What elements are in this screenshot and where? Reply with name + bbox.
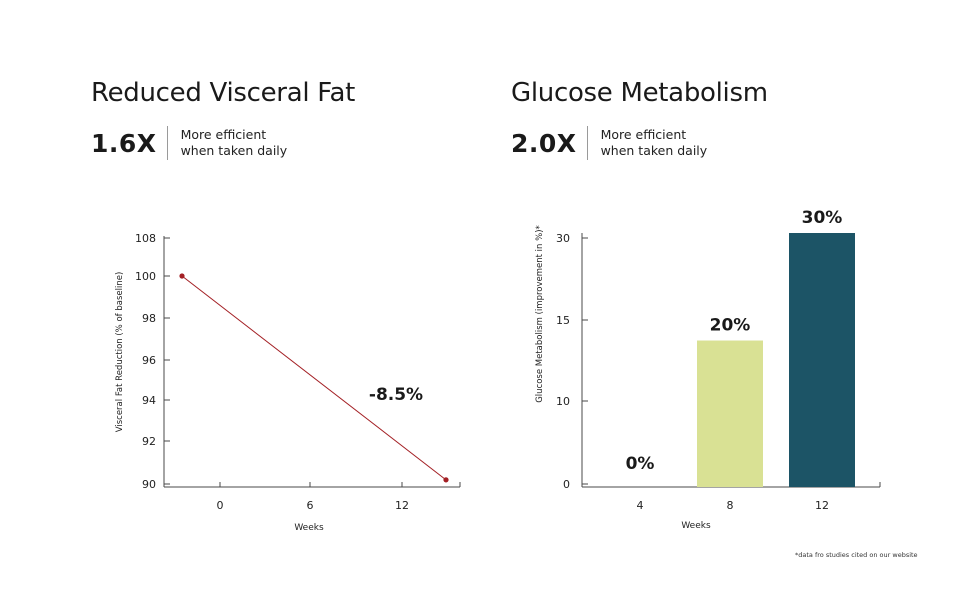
stat-divider <box>586 126 588 160</box>
bar-data-label: 0% <box>626 454 655 474</box>
glucose-stat: 2.0X More efficient when taken daily <box>511 126 707 160</box>
y-tick-label: 108 <box>135 232 156 245</box>
x-tick-label: 12 <box>395 499 409 512</box>
bar-x-tick-label: 8 <box>727 499 734 512</box>
y-tick-label: 96 <box>142 354 156 367</box>
data-point-end <box>443 477 449 483</box>
stat-description-line1: More efficient <box>600 127 687 142</box>
glucose-stat-description: More efficient when taken daily <box>601 127 708 159</box>
stat-description-line1: More efficient <box>180 127 267 142</box>
x-tick-label: 6 <box>307 499 314 512</box>
bar-y-axis-title: Glucose Metabolism (improvement in %)* <box>535 225 545 403</box>
y-tick-label: 90 <box>142 478 156 491</box>
visceral-fat-title: Reduced Visceral Fat <box>91 78 356 108</box>
bar-x-axis-title: Weeks <box>681 521 711 531</box>
y-tick-label: 94 <box>142 394 156 407</box>
y-tick-label: 92 <box>142 435 156 448</box>
bar-x-tick-label: 12 <box>815 499 829 512</box>
bar-week-12 <box>789 233 855 487</box>
x-axis-title: Weeks <box>294 523 324 533</box>
visceral-fat-stat-value: 1.6X <box>91 128 157 158</box>
visceral-fat-series-line <box>181 275 447 481</box>
bar-y-tick-label: 0 <box>563 478 570 491</box>
bar-y-tick-label: 30 <box>556 232 570 245</box>
x-tick-label: 0 <box>217 499 224 512</box>
bar-y-tick-label: 15 <box>556 314 570 327</box>
bar-y-tick-label: 10 <box>556 395 570 408</box>
stat-description-line2: when taken daily <box>600 143 708 158</box>
visceral-fat-stat: 1.6X More efficient when taken daily <box>91 126 287 160</box>
stat-divider <box>166 126 168 160</box>
data-point-start <box>179 273 185 279</box>
glucose-title: Glucose Metabolism <box>511 78 768 108</box>
bar-x-tick-label: 4 <box>637 499 644 512</box>
y-tick-label: 100 <box>135 270 156 283</box>
bar-data-label: 20% <box>710 316 751 336</box>
change-annotation: -8.5% <box>369 385 423 405</box>
bar-week-8 <box>697 340 763 487</box>
bar-data-label: 30% <box>802 208 843 228</box>
footnote: *data fro studies cited on our website <box>795 551 918 559</box>
visceral-fat-stat-description: More efficient when taken daily <box>181 127 288 159</box>
y-axis-title: Visceral Fat Reduction (% of baseline) <box>115 272 125 433</box>
stat-description-line2: when taken daily <box>180 143 288 158</box>
y-tick-label: 98 <box>142 312 156 325</box>
glucose-stat-value: 2.0X <box>511 128 577 158</box>
